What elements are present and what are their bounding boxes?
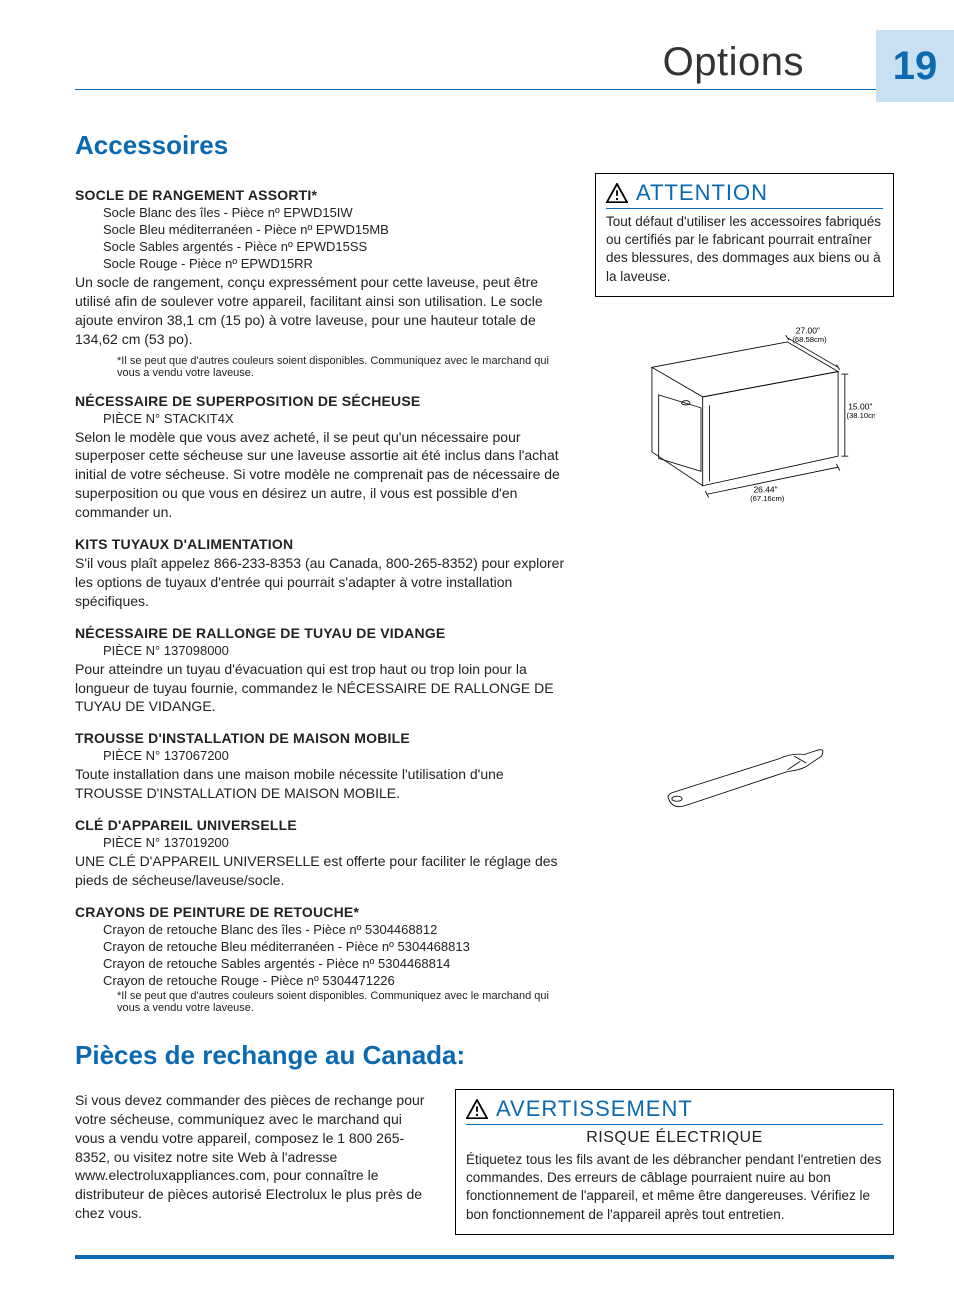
mobile-part: PIÈCE N° 137067200 [75, 748, 565, 763]
warning-icon [466, 1099, 488, 1119]
stack-title: NÉCESSAIRE DE SUPERPOSITION DE SÉCHEUSE [75, 393, 565, 409]
replacement-right: AVERTISSEMENT RISQUE ÉLECTRIQUE Étiquete… [455, 1089, 894, 1235]
pedestal-diagram: 27.00" (68.58cm) 15.00" (38.10cm) 26.44"… [595, 325, 894, 545]
warning-title: AVERTISSEMENT [496, 1096, 693, 1122]
section-accessories-heading: Accessoires [75, 130, 894, 161]
pens-footnote: *Il se peut que d'autres couleurs soient… [75, 990, 565, 1014]
hoses-body: S'il vous plaît appelez 866-233-8353 (au… [75, 554, 565, 611]
drain-part: PIÈCE N° 137098000 [75, 643, 565, 658]
pedestal-title: SOCLE DE RANGEMENT ASSORTI* [75, 187, 565, 203]
page-number-tab: 19 [876, 30, 954, 102]
replacement-left: Si vous devez commander des pièces de re… [75, 1089, 425, 1235]
wrench-diagram [595, 745, 894, 815]
pens-item: Crayon de retouche Blanc des îles - Pièc… [75, 922, 565, 937]
wrench-part: PIÈCE N° 137019200 [75, 835, 565, 850]
pedestal-item: Socle Sables argentés - Pièce nº EPWD15S… [75, 239, 565, 254]
footer-rule [75, 1255, 894, 1259]
dim-bottom-line2: (67.16cm) [750, 494, 785, 503]
column-right: ATTENTION Tout défaut d'utiliser les acc… [595, 173, 894, 1022]
attention-body: Tout défaut d'utiliser les accessoires f… [606, 213, 883, 286]
drain-body: Pour atteindre un tuyau d'évacuation qui… [75, 660, 565, 717]
dim-bottom-line1: 26.44" [753, 484, 777, 494]
pens-item: Crayon de retouche Rouge - Pièce nº 5304… [75, 973, 565, 988]
header-rule [75, 89, 894, 90]
mobile-title: TROUSSE D'INSTALLATION DE MAISON MOBILE [75, 730, 565, 746]
dim-top-line2: (68.58cm) [792, 335, 827, 344]
columns-bottom: Si vous devez commander des pièces de re… [75, 1089, 894, 1235]
pedestal-item: Socle Bleu méditerranéen - Pièce nº EPWD… [75, 222, 565, 237]
column-left: SOCLE DE RANGEMENT ASSORTI* Socle Blanc … [75, 173, 565, 1022]
pens-title: CRAYONS DE PEINTURE DE RETOUCHE* [75, 904, 565, 920]
stack-part: PIÈCE N° STACKIT4X [75, 411, 565, 426]
attention-title: ATTENTION [636, 180, 768, 206]
page-number: 19 [893, 44, 938, 89]
attention-header: ATTENTION [606, 180, 883, 209]
wrench-svg [660, 745, 830, 815]
warning-body: Étiquetez tous les fils avant de les déb… [466, 1151, 883, 1224]
columns-main: SOCLE DE RANGEMENT ASSORTI* Socle Blanc … [75, 173, 894, 1022]
stack-body: Selon le modèle que vous avez acheté, il… [75, 428, 565, 522]
pens-item: Crayon de retouche Sables argentés - Piè… [75, 956, 565, 971]
section-replacement-heading: Pièces de rechange au Canada: [75, 1040, 894, 1071]
page-header: Options [75, 40, 894, 85]
dim-right-line2: (38.10cm) [846, 411, 874, 420]
wrench-title: CLÉ D'APPAREIL UNIVERSELLE [75, 817, 565, 833]
page: 19 Options Accessoires SOCLE DE RANGEMEN… [0, 0, 954, 1299]
dim-right-line1: 15.00" [848, 401, 872, 411]
pedestal-item: Socle Rouge - Pièce nº EPWD15RR [75, 256, 565, 271]
dim-top-line1: 27.00" [795, 325, 819, 335]
mobile-body: Toute installation dans une maison mobil… [75, 765, 565, 803]
replacement-body: Si vous devez commander des pièces de re… [75, 1091, 425, 1223]
page-title: Options [663, 40, 804, 85]
warning-icon [606, 183, 628, 203]
pedestal-footnote: *Il se peut que d'autres couleurs soient… [75, 355, 565, 379]
pedestal-body: Un socle de rangement, conçu expressémen… [75, 273, 565, 349]
hoses-title: KITS TUYAUX D'ALIMENTATION [75, 536, 565, 552]
warning-subtitle: RISQUE ÉLECTRIQUE [466, 1129, 883, 1147]
warning-header: AVERTISSEMENT [466, 1096, 883, 1125]
pens-item: Crayon de retouche Bleu méditerranéen - … [75, 939, 565, 954]
pedestal-item: Socle Blanc des îles - Pièce nº EPWD15IW [75, 205, 565, 220]
drain-title: NÉCESSAIRE DE RALLONGE DE TUYAU DE VIDAN… [75, 625, 565, 641]
attention-box: ATTENTION Tout défaut d'utiliser les acc… [595, 173, 894, 297]
pedestal-diagram-svg: 27.00" (68.58cm) 15.00" (38.10cm) 26.44"… [615, 325, 875, 545]
warning-box: AVERTISSEMENT RISQUE ÉLECTRIQUE Étiquete… [455, 1089, 894, 1235]
wrench-body: UNE CLÉ D'APPAREIL UNIVERSELLE est offer… [75, 852, 565, 890]
